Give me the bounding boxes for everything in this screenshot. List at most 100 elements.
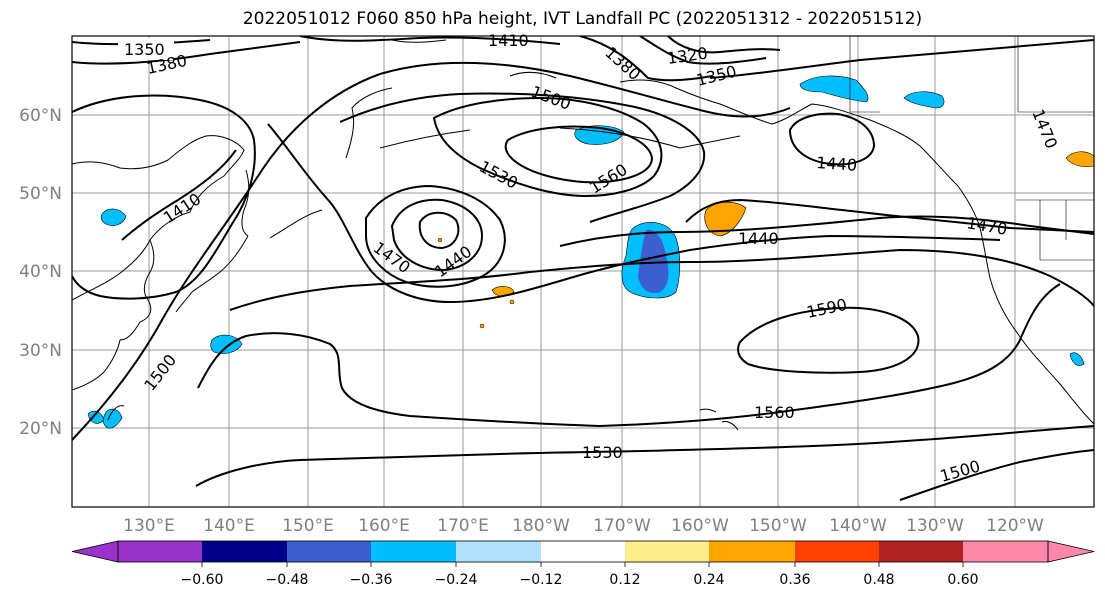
colorbar-tick-label: −0.36 xyxy=(350,572,393,588)
positive-anomaly-dot-1 xyxy=(509,299,515,305)
graticule xyxy=(72,36,1094,507)
us-states-1 xyxy=(1039,200,1094,261)
contour-label: 1440 xyxy=(816,153,858,175)
contour-center-ring xyxy=(418,211,460,250)
colorbar-segment xyxy=(287,541,371,562)
contour-1350-arc xyxy=(639,36,767,65)
lat-label: 60°N xyxy=(19,106,62,126)
contour-1410-north xyxy=(299,36,561,45)
negative-anomaly-alaska xyxy=(799,75,869,103)
colorbar-segment xyxy=(541,541,625,562)
colorbar-segment xyxy=(202,541,287,562)
contour-1530-south xyxy=(195,425,1094,487)
contour-1440-alaska xyxy=(788,112,876,166)
colorbar-extend-min xyxy=(71,540,119,563)
contour-1410-mid xyxy=(121,149,237,241)
colorbar-extend-max xyxy=(1047,540,1095,563)
contour-1470-low-ring xyxy=(365,184,506,288)
lon-label: 160°W xyxy=(671,516,729,536)
contour-1440-east xyxy=(685,198,1094,233)
lon-label: 120°W xyxy=(986,516,1044,536)
contour-1320-arc xyxy=(667,36,781,54)
lon-label: 140°W xyxy=(829,516,887,536)
contour-1470-outer xyxy=(72,94,256,300)
map-border xyxy=(71,35,1095,508)
latitude-axis: 20°N 30°N 40°N 50°N 60°N xyxy=(19,106,62,439)
contour-1380-west xyxy=(72,41,301,65)
colorbar-tick-label: −0.60 xyxy=(181,572,224,588)
contour-1500-low-outer xyxy=(339,92,706,223)
colorbar-tick-label: 0.60 xyxy=(947,572,978,588)
lat-label: 40°N xyxy=(19,262,62,282)
lon-label: 130°W xyxy=(906,516,964,536)
colorbar: −0.60 −0.48 −0.36 −0.24 −0.12 0.12 0.24 0.36 0.4… xyxy=(71,540,1095,588)
colorbar-segment xyxy=(118,541,202,562)
taiwan-coast xyxy=(107,405,125,421)
lat-label: 50°N xyxy=(19,184,62,204)
contour-1500-west xyxy=(72,61,791,441)
ivt-shading xyxy=(87,75,1094,429)
colorbar-segment xyxy=(709,541,795,562)
colorbar-tick-label: 0.12 xyxy=(609,572,640,588)
colorbar-tick-label: 0.36 xyxy=(779,572,810,588)
negative-anomaly-taiwan-2 xyxy=(102,408,123,429)
contour-label: 1350 xyxy=(124,40,165,59)
contour-label: 1440 xyxy=(738,229,779,248)
map-title: 2022051012 F060 850 hPa height, IVT Land… xyxy=(242,9,923,29)
colorbar-tick-label: 0.48 xyxy=(863,572,894,588)
colorbar-tick-label: −0.48 xyxy=(266,572,309,588)
negative-anomaly-southjapan xyxy=(210,334,243,354)
colorbar-segment xyxy=(371,541,456,562)
colorbar-segment xyxy=(879,541,963,562)
hawaii-islands xyxy=(699,408,739,431)
contour-label: 1530 xyxy=(582,443,623,462)
negative-anomaly-asia xyxy=(100,208,127,226)
kuril-kamchatka xyxy=(269,87,393,239)
contour-1590-ring xyxy=(737,306,920,374)
aleutian-chain xyxy=(379,127,741,149)
colorbar-outline xyxy=(117,540,1049,563)
contour-label: 1560 xyxy=(754,403,795,422)
east-asia-coast xyxy=(72,135,245,301)
colorbar-ticks: −0.60 −0.48 −0.36 −0.24 −0.12 0.12 0.24 0.36 0.4… xyxy=(181,562,979,588)
bering-coast xyxy=(391,39,557,79)
positive-anomaly-pacific xyxy=(491,286,515,297)
contour-label: 1410 xyxy=(488,31,529,50)
japan-coast xyxy=(175,169,250,313)
lon-label: 170°E xyxy=(437,516,489,536)
lat-label: 20°N xyxy=(19,419,62,439)
contour-1530-band xyxy=(229,248,1094,311)
positive-anomaly-canada xyxy=(1065,151,1094,168)
lon-label: 160°E xyxy=(358,516,410,536)
contour-1560-low xyxy=(504,125,654,184)
lat-label: 30°N xyxy=(19,341,62,361)
contour-1530-low xyxy=(432,96,663,198)
positive-anomaly-gulf xyxy=(704,201,747,237)
lon-label: 170°W xyxy=(593,516,651,536)
negative-anomaly-gulf-core xyxy=(638,229,669,294)
contour-top-band xyxy=(709,39,1094,79)
korea-coast xyxy=(139,239,155,323)
contour-1500-mid xyxy=(267,123,1001,304)
lon-label: 130°E xyxy=(123,516,175,536)
colorbar-segment xyxy=(963,541,1048,562)
colorbar-segment xyxy=(625,541,709,562)
colorbar-tick-label: 0.24 xyxy=(693,572,724,588)
positive-anomaly-dot-3 xyxy=(437,237,443,243)
alaska-coast xyxy=(619,79,959,187)
lon-label: 150°W xyxy=(749,516,807,536)
positive-anomaly-dot-2 xyxy=(479,323,485,329)
colorbar-segment xyxy=(795,541,879,562)
contour-1440-low-ring xyxy=(390,198,484,272)
contour-1470-east xyxy=(559,215,1094,247)
negative-anomaly-baja xyxy=(1069,352,1085,366)
contour-1560-band xyxy=(197,283,1061,428)
colorbar-segments xyxy=(118,541,1048,562)
negative-anomaly-canada xyxy=(903,91,945,109)
colorbar-tick-label: −0.12 xyxy=(520,572,563,588)
lon-label: 180°W xyxy=(512,516,570,536)
longitude-axis: 130°E 140°E 150°E 160°E 170°E 180°W 170°… xyxy=(123,516,1044,536)
contour-1500-south xyxy=(899,449,1094,501)
colorbar-tick-label: −0.24 xyxy=(435,572,478,588)
